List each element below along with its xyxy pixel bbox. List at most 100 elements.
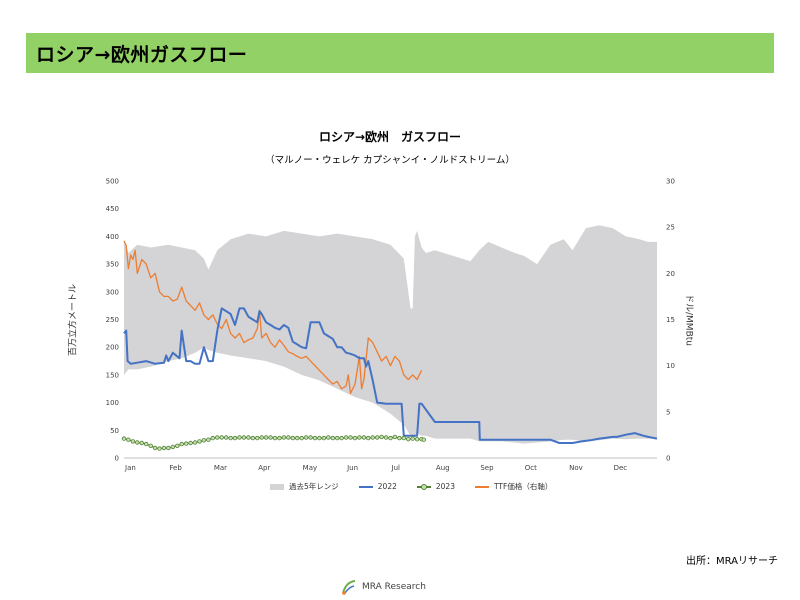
- y-tick-label-500: 500: [106, 178, 119, 186]
- series-2023-point: [139, 440, 144, 446]
- series-2023-point: [135, 440, 140, 445]
- series-2023-point: [215, 435, 220, 440]
- x-tick-label-jun: Jun: [346, 464, 358, 472]
- series-2023-point: [379, 434, 384, 440]
- series-2023-point: [250, 435, 255, 441]
- series-2023-point: [219, 435, 224, 440]
- series-2023-point: [192, 440, 198, 445]
- x-tick-label-feb: Feb: [169, 464, 182, 472]
- series-2023-point: [223, 435, 229, 440]
- legend-label-2023: 2023: [435, 482, 455, 491]
- series-2023-point: [152, 445, 158, 451]
- series-2023-point: [143, 441, 149, 447]
- legend-swatch-2023: [416, 483, 431, 490]
- x-tick-label-mar: Mar: [214, 464, 227, 472]
- series-2023-point: [348, 435, 353, 440]
- x-tick-label-aug: Aug: [436, 464, 450, 472]
- series-2023-point: [241, 435, 247, 440]
- series-2023-point: [410, 436, 415, 441]
- series-2023-point: [126, 437, 131, 442]
- footer-logo-text: MRA Research: [362, 582, 426, 592]
- series-2023-point: [321, 435, 327, 441]
- series-2023-point: [308, 435, 313, 440]
- y2-tick-label-0: 0: [666, 455, 670, 463]
- x-tick-label-jan: Jan: [124, 464, 136, 472]
- y-tick-label-400: 400: [106, 233, 119, 241]
- series-2023-point: [170, 444, 176, 450]
- series-2023-point: [228, 435, 233, 441]
- legend-label-range: 過去5年レンジ: [289, 482, 339, 491]
- series-2023-point: [392, 434, 398, 440]
- series-2023-point: [388, 435, 393, 441]
- series-range-area: [124, 225, 657, 444]
- source-note: 出所：MRAリサーチ: [686, 556, 779, 567]
- series-2023-point: [263, 435, 269, 440]
- mra-logo-icon: [342, 580, 356, 595]
- series-2023-point: [383, 435, 389, 440]
- y-tick-label-450: 450: [106, 205, 119, 213]
- x-tick-label-oct: Oct: [525, 464, 537, 472]
- x-tick-label-sep: Sep: [480, 464, 494, 472]
- series-2023-point: [166, 445, 171, 451]
- series-2023-point: [197, 439, 202, 444]
- series-2023-point: [286, 435, 291, 440]
- series-2023-point: [406, 437, 411, 442]
- y-tick-label-50: 50: [110, 427, 119, 435]
- series-2023-point: [401, 435, 406, 441]
- series-2023-point: [281, 435, 287, 440]
- legend-item-2023: 2023: [416, 482, 455, 491]
- legend-item-range: 過去5年レンジ: [270, 481, 339, 492]
- series-2023-point: [317, 435, 322, 441]
- x-tick-label-nov: Nov: [569, 464, 583, 472]
- series-2023-point: [130, 439, 136, 444]
- series-ttf-line: [123, 240, 423, 395]
- chart-subtitle: （マルノー・ウェレケ カプシャンイ・ノルドストリーム）: [265, 155, 515, 166]
- footer-logo: MRA Research: [340, 578, 426, 596]
- series-2023-point: [232, 435, 238, 441]
- y-tick-label-300: 300: [106, 288, 119, 296]
- series-2023-point: [237, 435, 242, 440]
- series-2023-point: [357, 435, 362, 440]
- series-2023-point: [188, 440, 193, 446]
- series-2023-point: [272, 435, 278, 441]
- legend-label-ttf: TTF価格（右軸）: [493, 482, 553, 491]
- series-2023-point: [326, 435, 331, 440]
- page-title: ロシア→欧州ガスフロー: [36, 43, 248, 66]
- y2-tick-label-5: 5: [666, 408, 670, 416]
- x-tick-label-dec: Dec: [614, 464, 628, 472]
- y-tick-label-150: 150: [106, 371, 119, 379]
- series-2023-point: [330, 435, 335, 441]
- series-2023-point: [206, 437, 211, 442]
- x-tick-label-may: May: [303, 464, 317, 472]
- series-2023-point: [201, 438, 207, 443]
- series-2023-point: [343, 435, 349, 440]
- y2-tick-label-15: 15: [666, 316, 675, 324]
- series-2023-point: [183, 441, 189, 446]
- x-tick-label-jul: Jul: [391, 464, 401, 472]
- y-tick-label-100: 100: [106, 399, 119, 407]
- series-2023-point: [303, 435, 309, 440]
- series-2023-point: [259, 435, 264, 440]
- series-2023-point: [339, 435, 344, 441]
- chart-title: ロシア→欧州 ガスフロー: [318, 130, 462, 144]
- legend-swatch-2022: [358, 485, 373, 488]
- series-2022-line: [123, 307, 658, 444]
- series-2023-point: [148, 443, 153, 448]
- x-tick-label-apr: Apr: [258, 464, 270, 472]
- series-2023-point: [175, 443, 180, 448]
- series-2023-point: [121, 436, 127, 441]
- series-2023-point: [397, 435, 402, 441]
- series-2023-point: [179, 441, 184, 447]
- series-2023-point: [299, 435, 304, 441]
- series-2023-point: [255, 435, 260, 441]
- legend-swatch-range: [270, 483, 284, 490]
- y2-tick-label-25: 25: [666, 224, 675, 232]
- y-tick-label-200: 200: [106, 344, 119, 352]
- legend-swatch-ttf: [474, 485, 489, 488]
- y2-tick-label-30: 30: [666, 178, 675, 186]
- legend-item-2022: 2022: [358, 482, 397, 491]
- series-2023-point: [246, 435, 251, 440]
- series-2023-point: [161, 445, 167, 451]
- series-2023-point: [277, 435, 282, 441]
